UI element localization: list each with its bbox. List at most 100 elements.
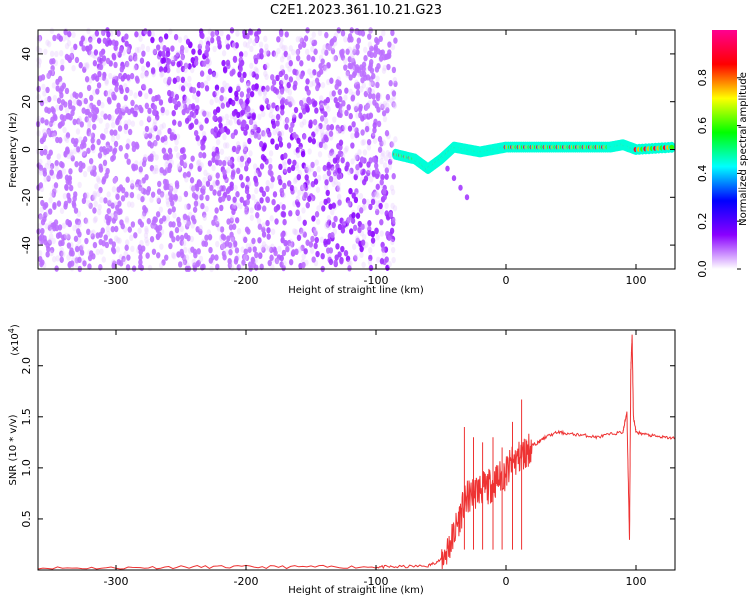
- spectrogram-cell: [150, 30, 155, 38]
- spectrogram-cell: [309, 247, 315, 254]
- spectrogram-cell: [53, 182, 59, 189]
- spectrogram-cell: [372, 191, 377, 198]
- spectrogram-cell: [330, 232, 335, 239]
- spectrogram-cell: [343, 64, 348, 71]
- spectrogram-cell: [355, 43, 360, 50]
- spectrogram-cell: [336, 173, 342, 180]
- spectrogram-cell: [288, 95, 293, 102]
- spectrogram-cell: [316, 174, 322, 182]
- spectrogram-cell: [44, 223, 49, 230]
- spectrogram-cell: [239, 161, 244, 168]
- spectrogram-cell: [61, 35, 67, 42]
- spectrogram-cell: [38, 158, 43, 166]
- spectrogram-cell: [152, 121, 157, 129]
- spectrogram-cell: [336, 127, 341, 135]
- spectrogram-cell: [208, 174, 214, 181]
- spectrogram-cell: [195, 185, 200, 192]
- spectrogram-cell: [96, 82, 102, 89]
- spectrogram-cell: [124, 33, 129, 40]
- spectrogram-cell: [141, 83, 146, 91]
- spectrogram-cell: [144, 225, 149, 233]
- spectrogram-cell: [56, 200, 62, 207]
- spectrogram-cell: [232, 56, 238, 63]
- spectrogram-cell: [210, 31, 215, 38]
- spectrogram-cell: [284, 123, 289, 130]
- spectrogram-cell: [132, 64, 138, 71]
- spectrogram-cell: [342, 57, 348, 65]
- spectrogram-cell: [105, 57, 111, 65]
- spectrogram-cell: [55, 104, 60, 111]
- spectrogram-cell: [113, 140, 119, 148]
- spectrogram-cell: [88, 38, 93, 45]
- spectrogram-cell: [230, 162, 235, 169]
- spectrogram-cell: [325, 96, 331, 104]
- spectrogram-cell: [338, 111, 343, 119]
- spectrogram-cell: [243, 50, 248, 58]
- spectrogram-cell: [117, 237, 122, 244]
- spectrogram-cell: [80, 35, 85, 42]
- spectrogram-cell: [187, 75, 192, 83]
- spectrogram-cell: [43, 175, 48, 183]
- spectrogram-cell: [197, 43, 203, 51]
- spectrogram-cell: [347, 217, 352, 224]
- spectrogram-cell: [180, 53, 185, 61]
- spectrogram-cell: [332, 55, 337, 63]
- spectrogram-cell: [312, 118, 318, 126]
- spectrogram-cell: [38, 234, 43, 242]
- spectrogram-cell: [337, 167, 342, 174]
- spectrogram-cell: [259, 163, 265, 170]
- spectrogram-cell: [217, 159, 223, 167]
- spectrogram-cell: [318, 122, 323, 130]
- spectrogram-x-label: Height of straight line (km): [288, 285, 424, 296]
- spectrogram-cell: [317, 29, 323, 37]
- spectrogram-cell: [257, 223, 263, 230]
- spectrogram-cell: [186, 171, 191, 178]
- spectrogram-cell: [126, 201, 132, 208]
- spectrogram-cell: [261, 241, 267, 248]
- spectrogram-cell: [203, 169, 208, 177]
- spectrogram-cell: [162, 178, 168, 186]
- spectrogram-cell: [156, 252, 161, 259]
- spectrogram-cell: [308, 241, 314, 248]
- spectrogram-cell: [130, 107, 135, 114]
- spectrogram-cell: [152, 47, 157, 55]
- spectrogram-cell: [323, 238, 328, 246]
- spectrogram-cell: [279, 42, 284, 50]
- spectrogram-cell: [299, 99, 304, 107]
- x-tick-label: -300: [104, 274, 129, 287]
- spectrogram-cell: [159, 123, 164, 131]
- spectrogram-cell: [107, 198, 112, 205]
- spectrogram-cell: [93, 49, 99, 56]
- spectrogram-cell: [41, 83, 46, 91]
- spectrogram-cell: [280, 77, 285, 85]
- spectrogram-cell: [153, 216, 158, 223]
- spectrogram-cell: [201, 211, 207, 218]
- spectrogram-cell: [282, 218, 287, 226]
- spectrogram-cell: [366, 144, 372, 151]
- spectrogram-cell: [312, 170, 318, 178]
- spectrogram-cell: [279, 98, 285, 106]
- spectrogram-cell: [159, 192, 165, 199]
- spectrogram-cell: [205, 194, 210, 202]
- spectrogram-cell: [254, 67, 260, 75]
- spectrogram-cell: [79, 244, 85, 251]
- spectrogram-cell: [282, 260, 287, 267]
- spectrogram-cell: [64, 136, 70, 144]
- spectrogram-cell: [128, 54, 133, 61]
- spectrogram-cell: [298, 35, 303, 43]
- spectrogram-cell: [228, 224, 234, 231]
- spectrogram-cell: [141, 50, 146, 57]
- spectrogram-cell: [303, 35, 309, 42]
- spectrogram-cell: [52, 113, 57, 120]
- spectrogram-cell: [84, 218, 89, 225]
- spectrogram-cell: [301, 253, 306, 260]
- spectrogram-cell: [301, 41, 307, 48]
- spectrogram-cell: [47, 173, 52, 181]
- spectrogram-cell: [385, 107, 390, 114]
- spectrogram-cell: [286, 239, 292, 247]
- spectrogram-cell: [191, 48, 196, 55]
- spectrogram-cell: [230, 170, 236, 178]
- spectrogram-cell: [240, 181, 245, 189]
- spectrogram-cell: [311, 138, 316, 145]
